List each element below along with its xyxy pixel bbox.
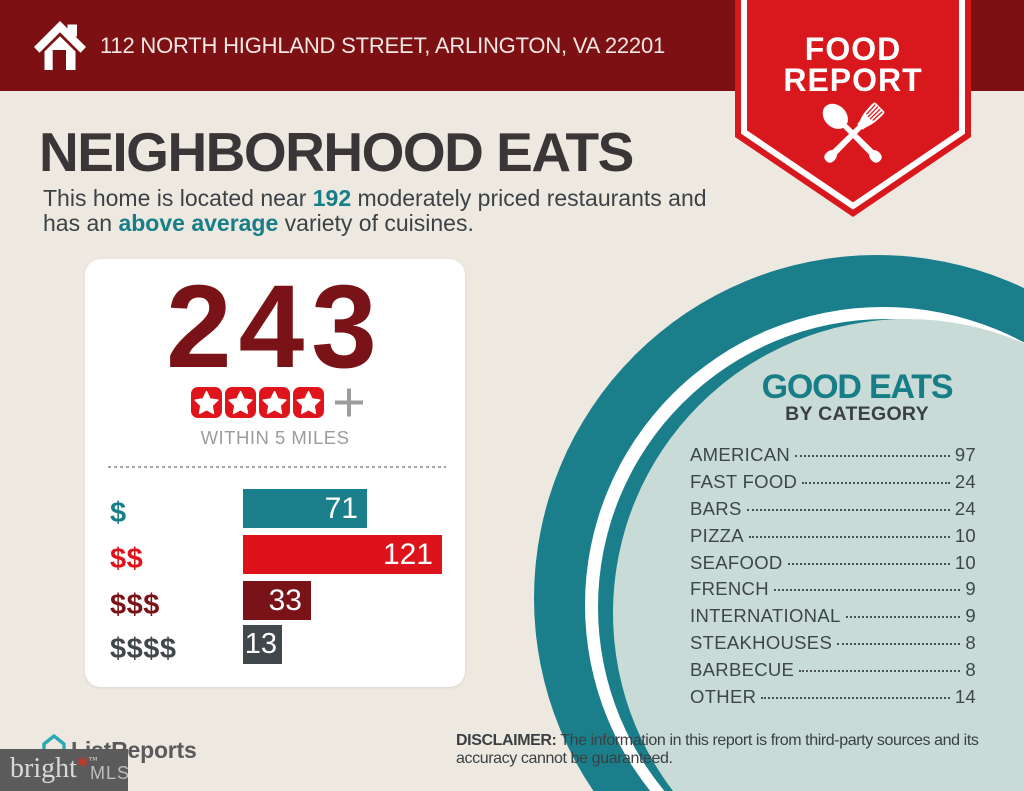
svg-text:REPORT: REPORT xyxy=(783,62,922,98)
svg-text:FOOD: FOOD xyxy=(805,31,901,67)
